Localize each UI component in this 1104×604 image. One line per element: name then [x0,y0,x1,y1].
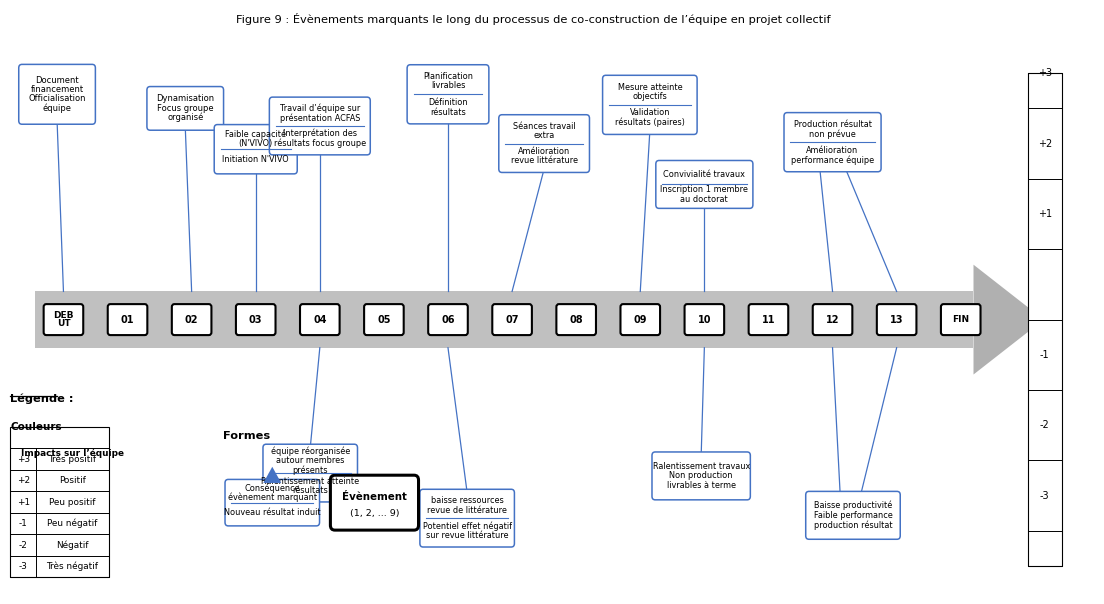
Text: 13: 13 [890,315,903,324]
FancyBboxPatch shape [684,304,724,335]
Text: -3: -3 [1040,490,1050,501]
FancyBboxPatch shape [556,304,596,335]
Text: 01: 01 [120,315,135,324]
Text: 03: 03 [250,315,263,324]
FancyBboxPatch shape [407,65,489,124]
Text: Évènement: Évènement [342,492,407,502]
Text: Convivialité travaux: Convivialité travaux [664,170,745,179]
Text: 06: 06 [442,315,455,324]
FancyBboxPatch shape [147,86,224,130]
Text: Dynamisation
Focus groupe
organisé: Dynamisation Focus groupe organisé [156,94,214,123]
Text: Définition
résultats: Définition résultats [428,98,468,117]
Text: Document
financement
Officialisation
équipe: Document financement Officialisation équ… [29,76,86,113]
Text: Mesure atteinte
objectifs: Mesure atteinte objectifs [617,83,682,101]
Text: Négatif: Négatif [56,541,88,550]
Text: baisse ressources
revue de littérature: baisse ressources revue de littérature [427,496,507,515]
FancyBboxPatch shape [656,161,753,208]
Text: Nouveau résultat induit: Nouveau résultat induit [224,508,320,517]
Text: Travail d’équipe sur
présentation ACFAS: Travail d’équipe sur présentation ACFAS [279,104,360,123]
Text: -1: -1 [1040,350,1050,360]
Text: (1, 2, ... 9): (1, 2, ... 9) [350,509,400,518]
Text: +2: +2 [17,476,30,485]
FancyBboxPatch shape [941,304,980,335]
Text: Peu positif: Peu positif [50,498,96,507]
FancyBboxPatch shape [44,304,83,335]
Text: FIN: FIN [952,315,969,324]
FancyBboxPatch shape [877,304,916,335]
FancyBboxPatch shape [420,489,514,547]
FancyBboxPatch shape [492,304,532,335]
Text: 10: 10 [698,315,711,324]
FancyBboxPatch shape [813,304,852,335]
Text: -2: -2 [19,541,28,550]
Text: Validation
résultats (paires): Validation résultats (paires) [615,109,684,127]
FancyBboxPatch shape [225,480,319,526]
FancyBboxPatch shape [603,76,697,135]
Text: Positif: Positif [59,476,86,485]
Polygon shape [974,265,1043,374]
Text: -3: -3 [19,562,28,571]
Text: +3: +3 [1038,68,1052,78]
FancyBboxPatch shape [300,304,340,335]
Bar [10,427,109,577]
FancyBboxPatch shape [214,124,297,174]
FancyBboxPatch shape [172,304,212,335]
Text: Couleurs: Couleurs [10,422,62,432]
Text: 08: 08 [570,315,583,324]
Text: Très négatif: Très négatif [46,562,98,571]
FancyBboxPatch shape [108,304,147,335]
FancyBboxPatch shape [806,492,900,539]
Text: Amélioration
performance équipe: Amélioration performance équipe [790,146,874,165]
Text: +1: +1 [17,498,30,507]
Bar [1028,73,1062,566]
Text: +1: +1 [1038,209,1052,219]
Text: Très positif: Très positif [49,454,96,464]
Text: équipe réorganisée
autour membres
présents: équipe réorganisée autour membres présen… [270,446,350,475]
FancyBboxPatch shape [784,112,881,172]
Text: 07: 07 [506,315,519,324]
FancyBboxPatch shape [263,444,358,502]
Text: -2: -2 [1040,420,1050,430]
Text: +3: +3 [17,455,30,464]
FancyBboxPatch shape [749,304,788,335]
Polygon shape [264,467,282,483]
Text: Initiation N'VIVO: Initiation N'VIVO [222,155,289,164]
Text: Planification
livrables: Planification livrables [423,72,473,91]
FancyBboxPatch shape [19,65,95,124]
Text: 12: 12 [826,315,839,324]
Text: Légende :: Légende : [10,394,74,404]
Bar [34,292,974,348]
Text: Ralentissement travaux
Non production
livrables à terme: Ralentissement travaux Non production li… [652,462,750,490]
Text: 02: 02 [184,315,199,324]
Text: Conséquence
évènement marquant: Conséquence évènement marquant [227,483,317,503]
FancyBboxPatch shape [330,475,418,530]
FancyBboxPatch shape [269,97,370,155]
FancyBboxPatch shape [236,304,276,335]
Text: Baisse productivité
Faible performance
production résultat: Baisse productivité Faible performance p… [814,501,892,530]
Text: Peu négatif: Peu négatif [47,519,97,528]
Text: Formes: Formes [223,431,270,441]
Text: Séances travail
extra: Séances travail extra [513,122,575,140]
Text: Interprétation des
résultats focus groupe: Interprétation des résultats focus group… [274,129,365,149]
Text: -1: -1 [19,519,28,528]
Text: 09: 09 [634,315,647,324]
Text: 05: 05 [378,315,391,324]
Text: 11: 11 [762,315,775,324]
Text: 04: 04 [314,315,327,324]
FancyBboxPatch shape [620,304,660,335]
FancyBboxPatch shape [499,115,590,173]
Text: Amélioration
revue littérature: Amélioration revue littérature [511,147,577,165]
Text: +2: +2 [1038,138,1052,149]
Text: Potentiel effet négatif
sur revue littérature: Potentiel effet négatif sur revue littér… [423,521,511,540]
Text: Inscription 1 membre
au doctorat: Inscription 1 membre au doctorat [660,185,749,204]
Text: Ralentissement atteinte
résultats: Ralentissement atteinte résultats [262,477,359,495]
Text: Production résultat
non prévue: Production résultat non prévue [794,120,871,138]
Text: Figure 9 : Évènements marquants le long du processus de co-construction de l’équ: Figure 9 : Évènements marquants le long … [235,13,830,25]
Text: Faible capacité
(N'VIVO): Faible capacité (N'VIVO) [225,129,286,148]
FancyBboxPatch shape [652,452,751,500]
FancyBboxPatch shape [364,304,404,335]
FancyBboxPatch shape [428,304,468,335]
Text: Impacts sur l’équipe: Impacts sur l’équipe [21,448,124,458]
Text: DEB
UT: DEB UT [53,311,74,328]
